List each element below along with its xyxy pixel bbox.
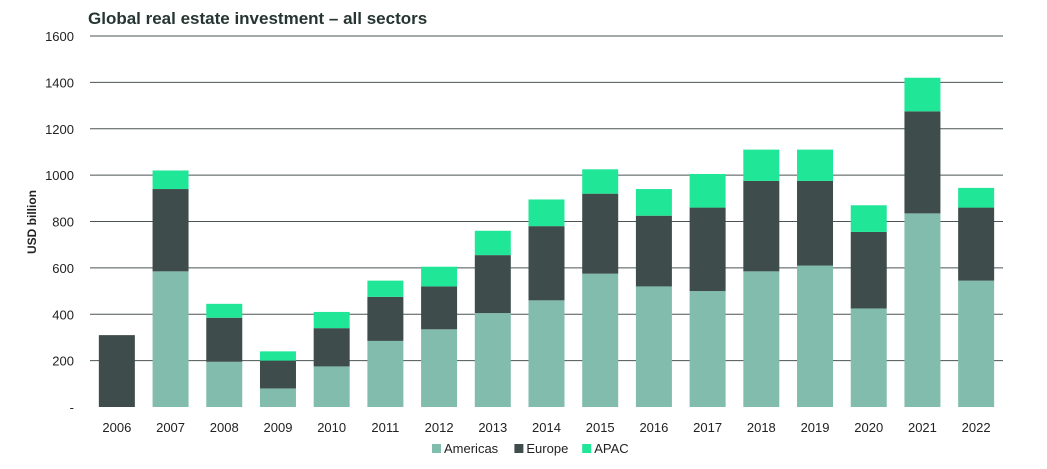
bar-europe-2020 [850,231,887,309]
bar-apac-2011 [367,280,404,297]
bar-europe-2016 [635,215,672,287]
legend-label-europe: Europe [526,441,568,456]
x-tick-label: 2009 [264,420,293,435]
y-tick-label: 200 [52,354,74,369]
bar-apac-2017 [689,173,726,208]
bar-europe-2010 [313,328,350,367]
bar-europe-2009 [259,360,296,389]
bar-apac-2020 [850,205,887,232]
x-tick-label: 2021 [908,420,937,435]
y-tick-label: 1600 [45,29,74,44]
x-tick-label: 2020 [854,420,883,435]
axes: - 200 400 600 800 1000 1200 1400 1600 2006 2007 200… [45,29,991,435]
x-tick-label: 2018 [747,420,776,435]
bar-americas-2013 [474,313,511,407]
bar-apac-2009 [259,351,296,361]
y-tick-label: 800 [52,215,74,230]
x-tick-label: 2013 [478,420,507,435]
bar-europe-2007 [152,189,189,272]
bar-apac-2013 [474,230,511,256]
x-tick-label: 2022 [962,420,991,435]
y-tick-label: - [70,400,74,415]
y-tick-label: 1000 [45,168,74,183]
bar-europe-2014 [528,226,565,301]
legend-swatch-americas [432,444,441,453]
bar-apac-2007 [152,170,189,190]
y-tick-label: 1200 [45,122,74,137]
bar-apac-2010 [313,311,350,329]
bar-americas-2022 [958,280,995,407]
bar-apac-2021 [904,77,941,112]
x-tick-label: 2019 [801,420,830,435]
bar-apac-2019 [797,149,834,181]
bar-apac-2022 [958,187,995,208]
x-tick-label: 2012 [425,420,454,435]
bar-americas-2015 [582,273,619,407]
legend: Americas Europe APAC [432,441,629,456]
bar-americas-2012 [421,329,458,407]
bar-apac-2015 [582,169,619,194]
bar-americas-2008 [206,361,243,407]
x-tick-label: 2015 [586,420,615,435]
legend-label-apac: APAC [594,441,628,456]
bar-europe-2013 [474,255,511,314]
y-tick-label: 1400 [45,75,74,90]
bar-americas-2017 [689,291,726,407]
bar-apac-2016 [635,189,672,216]
bar-europe-2018 [743,180,780,272]
legend-swatch-apac [582,444,592,453]
y-tick-label: 600 [52,261,74,276]
bar-europe-2015 [582,193,619,274]
bar-americas-2021 [904,213,941,407]
x-tick-label: 2011 [371,420,399,435]
x-tick-label: 2017 [693,420,722,435]
bar-apac-2008 [206,303,243,318]
chart-title: Global real estate investment – all sect… [88,9,428,28]
bar-europe-2012 [421,286,458,330]
bar-americas-2007 [152,271,189,407]
bar-americas-2019 [797,265,834,407]
bar-europe-2021 [904,111,941,214]
bar-europe-2017 [689,207,726,292]
x-tick-label: 2014 [532,420,561,435]
bar-apac-2014 [528,199,565,227]
bar-americas-2011 [367,340,404,407]
legend-swatch-europe [514,444,524,453]
bar-apac-2018 [743,149,780,181]
bar-americas-2016 [635,286,672,407]
y-tick-label: 400 [52,307,74,322]
y-axis-label: USD billion [25,190,39,254]
bar-apac-2012 [421,266,458,287]
bar-americas-2010 [313,366,350,407]
legend-label-americas: Americas [444,441,499,456]
bar-europe-2006 [98,335,135,407]
bar-europe-2008 [206,317,243,362]
x-tick-label: 2008 [210,420,239,435]
bar-americas-2014 [528,300,565,407]
x-tick-label: 2007 [156,420,185,435]
bar-europe-2011 [367,296,404,341]
bars [98,77,995,407]
bar-americas-2020 [850,308,887,407]
bar-americas-2009 [259,388,296,407]
x-tick-label: 2010 [317,420,346,435]
bar-americas-2018 [743,271,780,407]
bar-europe-2019 [797,180,834,266]
bar-europe-2022 [958,207,995,281]
x-tick-label: 2016 [639,420,668,435]
x-tick-label: 2006 [102,420,131,435]
